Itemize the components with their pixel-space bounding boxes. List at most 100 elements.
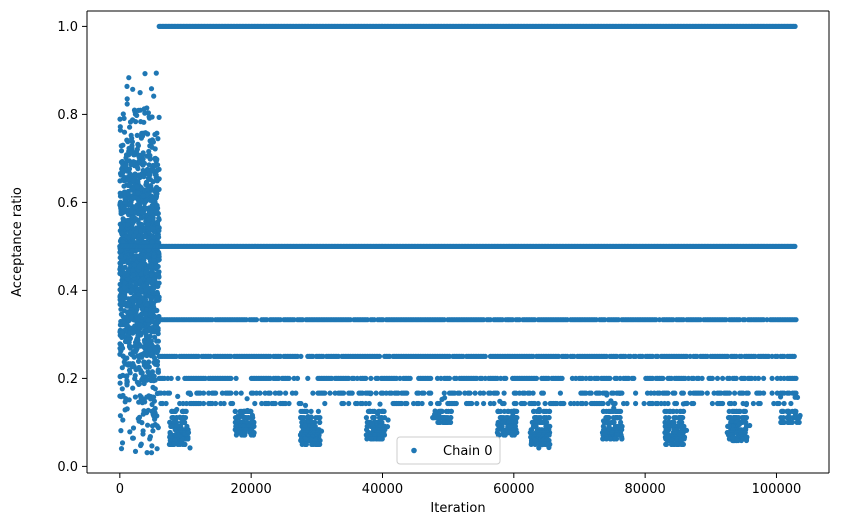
data-point bbox=[513, 400, 519, 407]
data-point bbox=[144, 301, 150, 307]
data-point bbox=[794, 419, 800, 425]
data-point bbox=[474, 400, 480, 407]
data-point bbox=[141, 174, 147, 180]
data-point bbox=[327, 390, 333, 396]
data-point bbox=[138, 271, 145, 277]
data-point bbox=[117, 270, 123, 277]
data-point bbox=[495, 422, 501, 428]
data-point bbox=[174, 406, 180, 413]
data-point bbox=[129, 247, 135, 254]
data-point bbox=[541, 415, 548, 421]
data-point bbox=[136, 267, 142, 273]
data-point bbox=[145, 221, 151, 227]
data-point bbox=[561, 400, 567, 407]
data-point bbox=[138, 288, 144, 294]
data-point bbox=[607, 375, 613, 381]
data-point bbox=[761, 375, 767, 381]
data-point bbox=[377, 401, 383, 407]
data-point bbox=[126, 152, 132, 158]
data-point bbox=[142, 110, 148, 116]
data-point bbox=[139, 420, 145, 426]
data-point bbox=[149, 168, 155, 174]
data-point bbox=[419, 400, 425, 407]
data-point bbox=[557, 390, 564, 396]
data-point bbox=[213, 390, 219, 396]
data-point bbox=[481, 400, 487, 407]
data-point bbox=[691, 400, 697, 407]
x-tick-label: 0 bbox=[116, 482, 124, 497]
data-point bbox=[125, 217, 131, 223]
data-point bbox=[302, 422, 308, 429]
data-point bbox=[124, 83, 130, 89]
data-point bbox=[120, 142, 126, 148]
data-point bbox=[152, 386, 158, 392]
data-point bbox=[346, 400, 352, 407]
data-point bbox=[233, 375, 239, 381]
data-point bbox=[140, 411, 146, 417]
data-point bbox=[503, 415, 509, 421]
data-point bbox=[151, 308, 157, 314]
data-point bbox=[233, 390, 239, 396]
data-point bbox=[341, 400, 347, 407]
data-point bbox=[150, 302, 156, 308]
data-point bbox=[129, 283, 135, 289]
data-point bbox=[600, 418, 607, 424]
data-point bbox=[134, 148, 140, 154]
data-point bbox=[149, 401, 155, 408]
data-point bbox=[140, 156, 146, 162]
data-point bbox=[134, 184, 140, 190]
data-point bbox=[674, 408, 680, 414]
data-point bbox=[546, 444, 552, 451]
data-point bbox=[123, 322, 129, 328]
data-point bbox=[532, 415, 538, 421]
data-point bbox=[124, 137, 130, 143]
data-point bbox=[743, 437, 750, 444]
data-point bbox=[151, 93, 157, 99]
data-point bbox=[432, 411, 438, 417]
data-point bbox=[233, 432, 239, 438]
data-point bbox=[122, 270, 128, 276]
data-point bbox=[122, 199, 128, 205]
data-point bbox=[665, 400, 671, 407]
data-point bbox=[232, 408, 238, 414]
data-point bbox=[118, 253, 124, 259]
data-point bbox=[127, 124, 133, 130]
data-point bbox=[421, 390, 427, 396]
data-point bbox=[130, 385, 136, 391]
data-point bbox=[139, 377, 145, 383]
data-point bbox=[349, 390, 355, 396]
data-point bbox=[149, 423, 156, 429]
data-point bbox=[453, 400, 459, 407]
data-point bbox=[144, 362, 150, 368]
data-point bbox=[145, 131, 151, 137]
x-tick-label: 80000 bbox=[624, 482, 665, 497]
data-point bbox=[137, 393, 143, 399]
data-point bbox=[617, 408, 623, 414]
data-point bbox=[606, 426, 612, 432]
data-point bbox=[733, 375, 739, 381]
data-point bbox=[138, 343, 144, 349]
data-point bbox=[131, 354, 137, 360]
y-tick-label: 0.0 bbox=[57, 460, 78, 475]
data-point bbox=[140, 193, 147, 199]
data-point bbox=[144, 450, 150, 456]
data-point bbox=[124, 406, 130, 412]
data-point bbox=[665, 434, 671, 440]
data-point bbox=[540, 390, 547, 396]
data-point bbox=[363, 375, 369, 381]
data-point bbox=[310, 390, 316, 396]
data-point bbox=[734, 408, 740, 414]
data-point bbox=[118, 247, 124, 253]
data-point bbox=[120, 239, 126, 245]
data-point bbox=[144, 307, 150, 313]
data-point bbox=[757, 400, 763, 407]
data-point bbox=[117, 322, 123, 328]
y-axis-label: Acceptance ratio bbox=[10, 187, 25, 297]
data-point bbox=[385, 417, 391, 423]
data-point bbox=[133, 342, 139, 348]
y-axis: 0.00.20.40.60.81.0 bbox=[57, 20, 87, 475]
x-tick-label: 100000 bbox=[752, 482, 802, 497]
data-point bbox=[286, 375, 292, 381]
data-point bbox=[769, 390, 775, 396]
data-point bbox=[366, 400, 372, 407]
